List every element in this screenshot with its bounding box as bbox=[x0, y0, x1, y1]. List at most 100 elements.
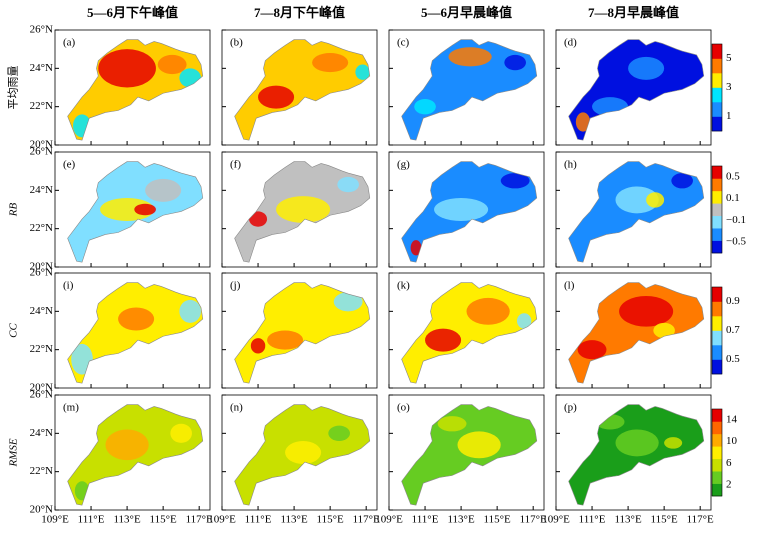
colorbar-swatch bbox=[712, 421, 722, 435]
panel-frame bbox=[54, 151, 211, 268]
region-blob bbox=[118, 307, 155, 331]
colorbar-label: 5 bbox=[726, 52, 732, 64]
colorbar-swatch bbox=[712, 287, 722, 302]
map bbox=[401, 39, 537, 141]
y-tick-label: 24°N bbox=[30, 62, 53, 74]
y-tick-label: 22°N bbox=[30, 343, 53, 355]
colorbar-label: 10 bbox=[726, 435, 738, 447]
region-blob bbox=[575, 112, 591, 132]
panel-frame bbox=[388, 394, 545, 511]
panel-letter: (c) bbox=[397, 37, 410, 49]
map bbox=[401, 282, 537, 384]
x-tick-label: 111°E bbox=[579, 514, 606, 526]
colorbar-swatch bbox=[712, 359, 722, 375]
row-label: RB bbox=[8, 203, 20, 218]
panel-letter: (i) bbox=[63, 280, 74, 292]
colorbar-swatch bbox=[712, 166, 722, 179]
region-blob bbox=[74, 481, 90, 501]
panel-letter: (o) bbox=[397, 402, 410, 414]
colorbar-swatch bbox=[712, 446, 722, 460]
x-tick-label: 117°E bbox=[353, 514, 380, 526]
x-tick-label: 117°E bbox=[520, 514, 547, 526]
colorbar-swatch bbox=[712, 409, 722, 422]
map bbox=[67, 282, 203, 384]
coast bbox=[568, 161, 705, 263]
x-tick-label: 117°E bbox=[186, 514, 213, 526]
colorbar-swatch bbox=[712, 228, 722, 241]
x-tick-label: 113°E bbox=[614, 514, 641, 526]
panel-letter: (l) bbox=[564, 280, 575, 292]
region bbox=[234, 282, 370, 384]
panel-frame bbox=[54, 394, 211, 511]
map bbox=[67, 404, 203, 506]
y-tick-label: 24°N bbox=[30, 305, 53, 317]
region bbox=[67, 282, 203, 384]
colorbar-label: 1 bbox=[726, 110, 732, 122]
x-tick-label: 117°E bbox=[687, 514, 714, 526]
colorbar-swatch bbox=[712, 102, 722, 117]
map bbox=[67, 39, 203, 141]
panel-letter: (p) bbox=[564, 402, 577, 414]
colorbar-swatch bbox=[712, 345, 722, 360]
coast bbox=[67, 161, 204, 263]
region bbox=[234, 39, 370, 141]
panel-frame bbox=[221, 151, 378, 268]
region-blob bbox=[179, 68, 201, 88]
coast bbox=[401, 282, 538, 384]
coast bbox=[67, 39, 204, 141]
colorbar-swatch bbox=[712, 190, 722, 204]
region-blob bbox=[98, 49, 156, 88]
panel-frame bbox=[221, 272, 378, 389]
column-title: 7—8月下午峰值 bbox=[254, 5, 345, 20]
panel-letter: (a) bbox=[63, 37, 76, 49]
region-blob bbox=[258, 85, 295, 109]
region-blob bbox=[615, 186, 659, 214]
region-blob bbox=[434, 198, 489, 221]
panel-frame bbox=[388, 151, 545, 268]
region-blob bbox=[134, 203, 156, 216]
panel-letter: (h) bbox=[564, 159, 577, 171]
colorbar-frame bbox=[711, 165, 723, 254]
region-blob bbox=[437, 416, 467, 432]
colorbar-swatch bbox=[712, 301, 722, 317]
colorbar-swatch bbox=[712, 240, 722, 254]
map bbox=[568, 282, 704, 384]
map bbox=[568, 161, 704, 263]
row-label: CC bbox=[8, 323, 20, 338]
colorbar-swatch bbox=[712, 58, 722, 74]
colorbar-label: 0.7 bbox=[726, 324, 740, 336]
region-blob bbox=[516, 313, 532, 329]
map bbox=[401, 161, 537, 263]
region-blob bbox=[619, 296, 674, 327]
colorbar-frame bbox=[711, 286, 723, 375]
colorbar-swatch bbox=[712, 330, 722, 346]
panel-letter: (k) bbox=[397, 280, 410, 292]
colorbar-swatch bbox=[712, 433, 722, 447]
y-tick-label: 20°N bbox=[30, 261, 53, 273]
region-blob bbox=[500, 173, 530, 189]
region-blob bbox=[615, 429, 659, 457]
region-blob bbox=[105, 429, 149, 461]
region-blob bbox=[249, 211, 268, 227]
map bbox=[234, 39, 370, 141]
coast bbox=[234, 282, 371, 384]
colorbar-label: 0.5 bbox=[726, 170, 740, 182]
colorbar-swatch bbox=[712, 215, 722, 229]
region-blob bbox=[425, 328, 462, 352]
colorbar-frame bbox=[711, 408, 723, 497]
map bbox=[234, 404, 370, 506]
colorbar-swatch bbox=[712, 483, 722, 497]
region-blob bbox=[333, 292, 363, 312]
region-blob bbox=[328, 425, 350, 442]
x-tick-label: 115°E bbox=[651, 514, 678, 526]
coast bbox=[401, 39, 538, 141]
panel-frame bbox=[54, 29, 211, 146]
colorbar-label: 6 bbox=[726, 457, 732, 469]
colorbar-frame bbox=[711, 43, 723, 132]
panel-frame bbox=[555, 151, 712, 268]
x-tick-label: 113°E bbox=[447, 514, 474, 526]
column-title: 5—6月早晨峰值 bbox=[421, 5, 512, 20]
colorbar-swatch bbox=[712, 471, 722, 484]
y-tick-label: 26°N bbox=[30, 389, 53, 401]
